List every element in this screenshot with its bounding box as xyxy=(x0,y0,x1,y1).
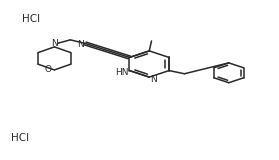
Text: HCl: HCl xyxy=(11,133,29,143)
Text: HN: HN xyxy=(115,68,128,77)
Text: O: O xyxy=(45,65,52,74)
Text: N: N xyxy=(150,75,157,84)
Text: N: N xyxy=(77,40,84,49)
Text: N: N xyxy=(51,39,58,48)
Text: HCl: HCl xyxy=(22,14,40,24)
